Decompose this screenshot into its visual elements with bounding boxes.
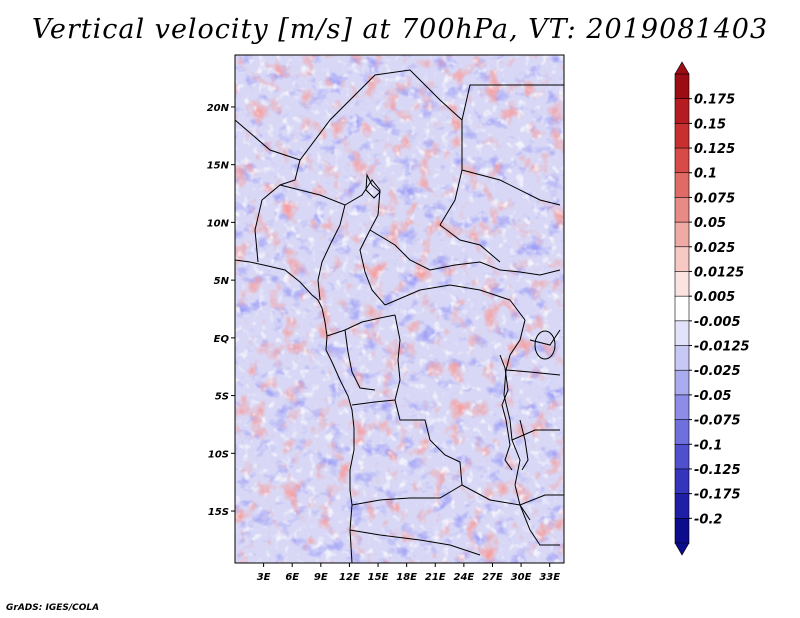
colorbar-label: 0.125 <box>694 142 735 157</box>
lat-tick-label: EQ <box>214 334 230 345</box>
lon-tick-label: 27E <box>482 572 503 583</box>
colorbar-label: -0.125 <box>694 463 741 478</box>
colorbar-swatch <box>674 468 690 495</box>
lat-tick-label: 20N <box>207 103 230 114</box>
colorbar-label: 0.1 <box>694 167 717 182</box>
colorbar-label: 0.15 <box>694 117 726 132</box>
colorbar-label: -0.025 <box>694 364 741 379</box>
colorbar-max-arrow <box>674 61 690 75</box>
colorbar-label: -0.005 <box>694 315 741 330</box>
colorbar-swatch <box>674 493 690 519</box>
colorbar-swatch <box>674 369 690 396</box>
lon-tick-label: 12E <box>339 572 360 583</box>
colorbar-swatch <box>674 123 690 149</box>
colorbar-label: -0.2 <box>694 512 722 527</box>
lon-tick-label: 6E <box>285 572 299 583</box>
colorbar-swatch <box>674 295 690 322</box>
country-borders <box>235 69 564 563</box>
colorbar-swatch <box>674 320 690 347</box>
colorbar-swatch <box>674 221 690 248</box>
colorbar-label: 0.05 <box>694 216 726 231</box>
lon-tick-label: 33E <box>539 572 560 583</box>
map-title: Vertical velocity [m/s] at 700hPa, VT: 2… <box>31 14 769 45</box>
lon-tick-label: 18E <box>396 572 417 583</box>
lon-tick-label: 30E <box>511 572 532 583</box>
latitude-axis: 20N 15N 10N 5N EQ 5S 10S 15S <box>207 103 235 518</box>
colorbar: 0.175 0.15 0.125 0.1 0.075 0.05 0.025 0.0125 0.0… <box>674 61 750 556</box>
colorbar-label: 0.175 <box>694 93 735 108</box>
colorbar-swatch <box>674 518 690 544</box>
colorbar-swatch <box>674 246 690 273</box>
colorbar-label: -0.1 <box>694 438 722 453</box>
colorbar-label: 0.005 <box>694 290 735 305</box>
colorbar-label: -0.05 <box>694 389 731 404</box>
longitude-axis: 3E 6E 9E 12E 15E 18E 21E 24E 27E 30E 33E <box>257 563 560 583</box>
colorbar-label: 0.075 <box>694 191 735 206</box>
colorbar-swatch <box>674 98 690 124</box>
map-frame <box>234 54 565 564</box>
grads-credit: GrADS: IGES/COLA <box>6 603 100 613</box>
colorbar-label: -0.075 <box>694 414 741 429</box>
colorbar-swatch <box>674 197 690 223</box>
colorbar-min-arrow <box>674 542 690 556</box>
lat-tick-label: 10N <box>207 218 230 229</box>
colorbar-label: -0.175 <box>694 488 741 503</box>
colorbar-label: -0.0125 <box>694 340 750 355</box>
lon-tick-label: 9E <box>314 572 328 583</box>
lat-tick-label: 15N <box>207 161 230 172</box>
lat-tick-label: 15S <box>208 507 229 518</box>
colorbar-swatch <box>674 345 690 371</box>
lon-tick-label: 15E <box>368 572 389 583</box>
colorbar-label: 0.025 <box>694 241 735 256</box>
lat-tick-label: 10S <box>208 449 229 460</box>
colorbar-swatch <box>674 419 690 445</box>
lat-tick-label: 5N <box>214 276 230 287</box>
colorbar-swatch <box>674 443 690 470</box>
lon-tick-label: 3E <box>257 572 271 583</box>
colorbar-swatch <box>674 394 690 421</box>
colorbar-swatch <box>674 172 690 199</box>
colorbar-swatch <box>674 271 690 297</box>
lon-tick-label: 21E <box>425 572 446 583</box>
lon-tick-label: 24E <box>453 572 474 583</box>
velocity-field <box>235 55 564 563</box>
colorbar-swatch <box>674 147 690 174</box>
colorbar-label: 0.0125 <box>694 265 744 280</box>
colorbar-swatch <box>674 73 690 100</box>
lat-tick-label: 5S <box>215 392 229 403</box>
